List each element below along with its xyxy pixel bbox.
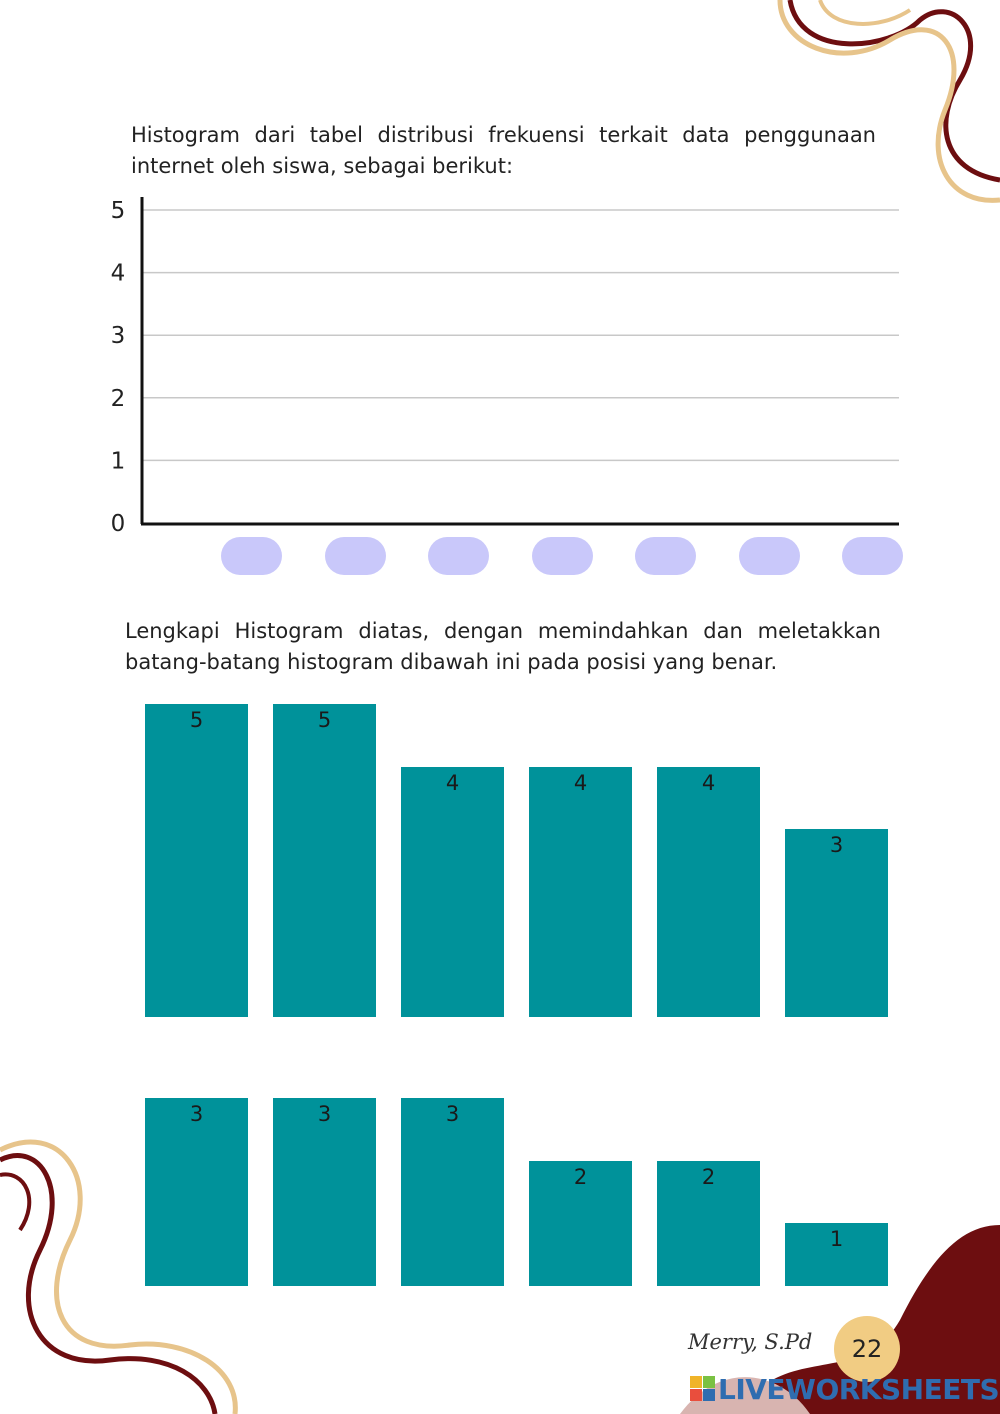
drop-slot[interactable] (221, 537, 282, 575)
drop-slot[interactable] (324, 537, 386, 575)
bar-label: 3 (445, 1102, 460, 1127)
histogram-axes: 0 1 2 3 4 5 (111, 197, 899, 537)
watermark-text: LIVEWORKSHEETS (718, 1372, 1000, 1406)
histogram-bar[interactable]: 4 (401, 766, 504, 1017)
histogram-bar[interactable]: 3 (401, 1098, 504, 1286)
histogram-bar[interactable]: 2 (657, 1160, 760, 1286)
swirl-decoration-top-right (777, 0, 1000, 203)
histogram-bar[interactable]: 5 (273, 704, 376, 1017)
drop-slot[interactable] (428, 537, 489, 575)
page-number-badge: 22 (834, 1316, 900, 1382)
y-tick-label: 1 (111, 448, 126, 474)
bar-label: 3 (317, 1102, 332, 1127)
histogram-bar[interactable]: 3 (785, 829, 888, 1017)
bar-label: 5 (317, 708, 332, 732)
histogram-bar[interactable]: 3 (273, 1098, 376, 1286)
drop-slot[interactable] (531, 537, 593, 575)
histogram-bar[interactable]: 3 (145, 1098, 248, 1286)
histogram-bar[interactable]: 1 (785, 1223, 888, 1286)
y-tick-label: 0 (111, 511, 126, 537)
y-tick-label: 3 (111, 323, 126, 349)
drop-slot[interactable] (738, 537, 800, 575)
bar-label: 4 (701, 770, 716, 795)
author-signature: Merry, S.Pd (688, 1330, 813, 1354)
swirl-decoration-bottom-left (0, 1139, 238, 1414)
bar-label: 2 (573, 1164, 588, 1189)
instruction-paragraph: Lengkapi Histogram diatas, dengan memind… (125, 619, 881, 674)
liveworksheets-icon (690, 1376, 715, 1401)
drop-slot[interactable] (635, 537, 696, 575)
histogram-bar[interactable]: 4 (529, 766, 632, 1017)
bar-label: 4 (573, 770, 588, 795)
bar-label: 1 (829, 1227, 844, 1252)
bar-label: 5 (189, 708, 204, 732)
bar-label: 2 (701, 1164, 716, 1189)
bar-label: 3 (829, 833, 844, 858)
drop-slot[interactable] (842, 537, 903, 575)
y-tick-label: 5 (111, 198, 126, 224)
liveworksheets-logo: LIVEWORKSHEETS (690, 1372, 1000, 1406)
y-tick-label: 2 (111, 386, 126, 412)
histogram-bar[interactable]: 4 (657, 766, 760, 1017)
gridlines (143, 209, 899, 462)
bar-label: 4 (445, 770, 460, 795)
y-axis-ticks: 0 1 2 3 4 5 (111, 198, 126, 537)
intro-paragraph: Histogram dari tabel distribusi frekuens… (131, 123, 876, 178)
page-number: 22 (851, 1335, 883, 1363)
y-tick-label: 4 (111, 261, 126, 287)
bar-label: 3 (189, 1102, 204, 1127)
histogram-bar[interactable]: 5 (145, 704, 248, 1017)
histogram-bar[interactable]: 2 (529, 1160, 632, 1286)
